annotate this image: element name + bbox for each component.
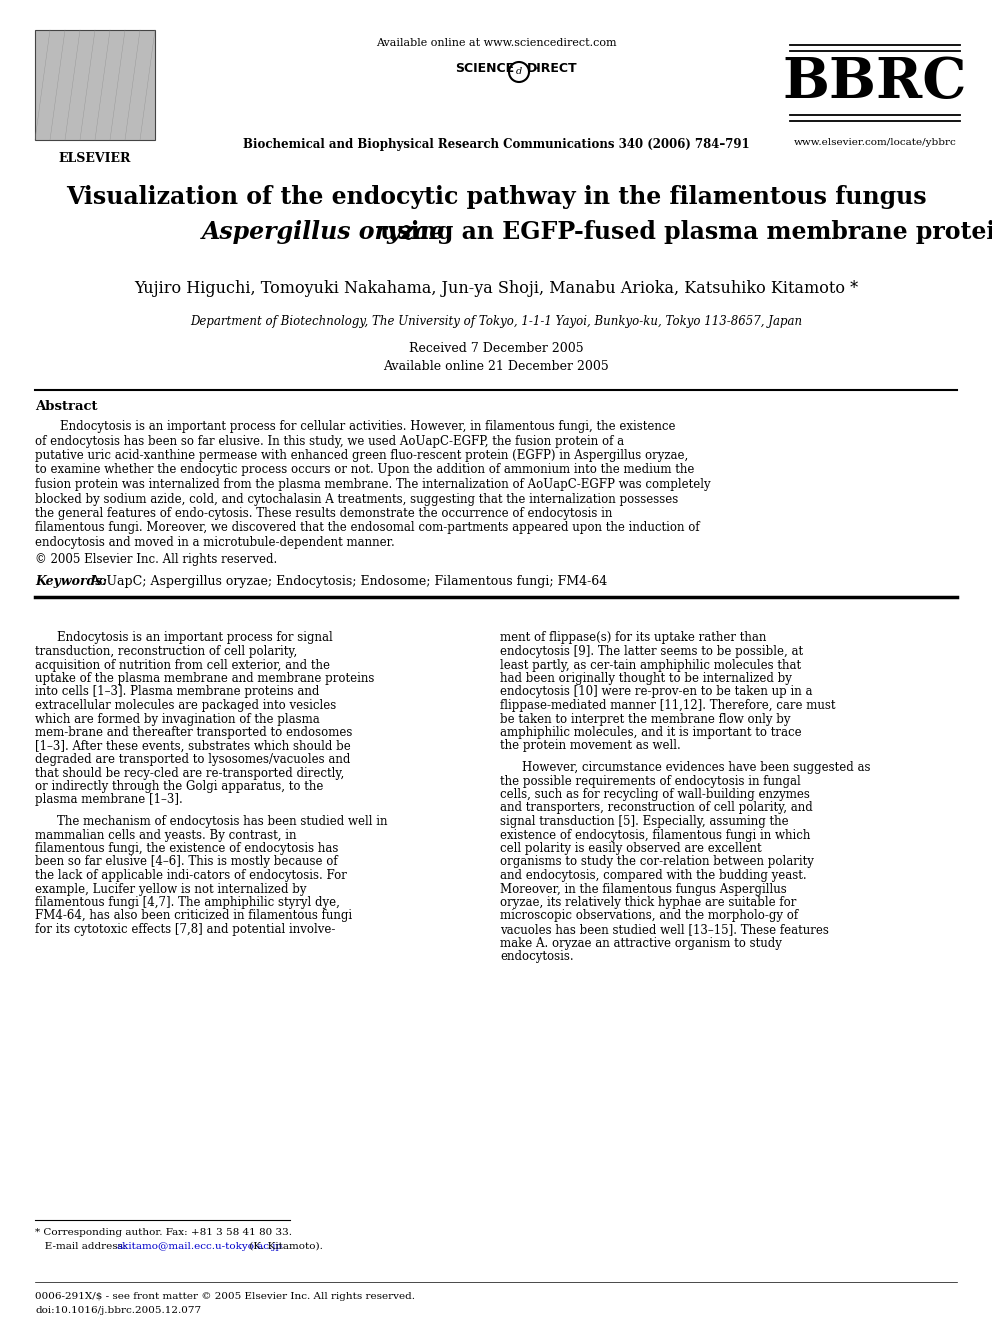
Text: the general features of endo-cytosis. These results demonstrate the occurrence o: the general features of endo-cytosis. Th… bbox=[35, 507, 612, 520]
Text: Available online 21 December 2005: Available online 21 December 2005 bbox=[383, 360, 609, 373]
Text: acquisition of nutrition from cell exterior, and the: acquisition of nutrition from cell exter… bbox=[35, 659, 330, 672]
Text: Biochemical and Biophysical Research Communications 340 (2006) 784–791: Biochemical and Biophysical Research Com… bbox=[243, 138, 749, 151]
Text: endocytosis and moved in a microtubule-dependent manner.: endocytosis and moved in a microtubule-d… bbox=[35, 536, 395, 549]
Text: example, Lucifer yellow is not internalized by: example, Lucifer yellow is not internali… bbox=[35, 882, 307, 896]
Text: endocytosis.: endocytosis. bbox=[500, 950, 573, 963]
Text: and endocytosis, compared with the budding yeast.: and endocytosis, compared with the buddi… bbox=[500, 869, 806, 882]
Text: 0006-291X/$ - see front matter © 2005 Elsevier Inc. All rights reserved.: 0006-291X/$ - see front matter © 2005 El… bbox=[35, 1293, 415, 1301]
Text: least partly, as cer-tain amphiphilic molecules that: least partly, as cer-tain amphiphilic mo… bbox=[500, 659, 802, 672]
Text: been so far elusive [4–6]. This is mostly because of: been so far elusive [4–6]. This is mostl… bbox=[35, 856, 337, 868]
Text: that should be recy-cled are re-transported directly,: that should be recy-cled are re-transpor… bbox=[35, 766, 344, 779]
Text: or indirectly through the Golgi apparatus, to the: or indirectly through the Golgi apparatu… bbox=[35, 781, 323, 792]
Text: mammalian cells and yeasts. By contrast, in: mammalian cells and yeasts. By contrast,… bbox=[35, 828, 297, 841]
Text: akitamo@mail.ecc.u-tokyo.ac.jp: akitamo@mail.ecc.u-tokyo.ac.jp bbox=[117, 1242, 283, 1252]
Text: cells, such as for recycling of wall-building enzymes: cells, such as for recycling of wall-bui… bbox=[500, 789, 809, 800]
Text: * Corresponding author. Fax: +81 3 58 41 80 33.: * Corresponding author. Fax: +81 3 58 41… bbox=[35, 1228, 292, 1237]
Text: fusion protein was internalized from the plasma membrane. The internalization of: fusion protein was internalized from the… bbox=[35, 478, 710, 491]
Text: Endocytosis is an important process for signal: Endocytosis is an important process for … bbox=[57, 631, 332, 644]
Text: mem-brane and thereafter transported to endosomes: mem-brane and thereafter transported to … bbox=[35, 726, 352, 740]
Text: SCIENCE: SCIENCE bbox=[455, 62, 514, 75]
Text: ment of flippase(s) for its uptake rather than: ment of flippase(s) for its uptake rathe… bbox=[500, 631, 767, 644]
Text: make A. oryzae an attractive organism to study: make A. oryzae an attractive organism to… bbox=[500, 937, 782, 950]
Text: into cells [1–3]. Plasma membrane proteins and: into cells [1–3]. Plasma membrane protei… bbox=[35, 685, 319, 699]
Text: of endocytosis has been so far elusive. In this study, we used AoUapC-EGFP, the : of endocytosis has been so far elusive. … bbox=[35, 434, 624, 447]
Text: for its cytotoxic effects [7,8] and potential involve-: for its cytotoxic effects [7,8] and pote… bbox=[35, 923, 335, 935]
Text: E-mail address:: E-mail address: bbox=[35, 1242, 130, 1252]
Text: Received 7 December 2005: Received 7 December 2005 bbox=[409, 343, 583, 355]
Text: flippase-mediated manner [11,12]. Therefore, care must: flippase-mediated manner [11,12]. Theref… bbox=[500, 699, 835, 712]
Text: Yujiro Higuchi, Tomoyuki Nakahama, Jun-ya Shoji, Manabu Arioka, Katsuhiko Kitamo: Yujiro Higuchi, Tomoyuki Nakahama, Jun-y… bbox=[134, 280, 858, 296]
Text: existence of endocytosis, filamentous fungi in which: existence of endocytosis, filamentous fu… bbox=[500, 828, 810, 841]
Text: the possible requirements of endocytosis in fungal: the possible requirements of endocytosis… bbox=[500, 774, 801, 787]
Text: Aspergillus oryzae: Aspergillus oryzae bbox=[201, 220, 444, 243]
Text: BBRC: BBRC bbox=[783, 56, 967, 110]
Text: Abstract: Abstract bbox=[35, 400, 97, 413]
Text: www.elsevier.com/locate/ybbrc: www.elsevier.com/locate/ybbrc bbox=[794, 138, 956, 147]
Text: filamentous fungi [4,7]. The amphiphilic styryl dye,: filamentous fungi [4,7]. The amphiphilic… bbox=[35, 896, 340, 909]
Text: [1–3]. After these events, substrates which should be: [1–3]. After these events, substrates wh… bbox=[35, 740, 351, 753]
Text: filamentous fungi, the existence of endocytosis has: filamentous fungi, the existence of endo… bbox=[35, 841, 338, 855]
Text: plasma membrane [1–3].: plasma membrane [1–3]. bbox=[35, 794, 183, 807]
Text: Department of Biotechnology, The University of Tokyo, 1-1-1 Yayoi, Bunkyo-ku, To: Department of Biotechnology, The Univers… bbox=[189, 315, 803, 328]
Text: cell polarity is easily observed are excellent: cell polarity is easily observed are exc… bbox=[500, 841, 762, 855]
Text: extracellular molecules are packaged into vesicles: extracellular molecules are packaged int… bbox=[35, 699, 336, 712]
Text: uptake of the plasma membrane and membrane proteins: uptake of the plasma membrane and membra… bbox=[35, 672, 374, 685]
Text: (K. Kitamoto).: (K. Kitamoto). bbox=[246, 1242, 322, 1252]
Text: the protein movement as well.: the protein movement as well. bbox=[500, 740, 681, 753]
Text: vacuoles has been studied well [13–15]. These features: vacuoles has been studied well [13–15]. … bbox=[500, 923, 829, 935]
Text: organisms to study the cor-relation between polarity: organisms to study the cor-relation betw… bbox=[500, 856, 813, 868]
Text: which are formed by invagination of the plasma: which are formed by invagination of the … bbox=[35, 713, 319, 725]
Text: be taken to interpret the membrane flow only by: be taken to interpret the membrane flow … bbox=[500, 713, 791, 725]
Text: Endocytosis is an important process for cellular activities. However, in filamen: Endocytosis is an important process for … bbox=[60, 419, 676, 433]
Text: had been originally thought to be internalized by: had been originally thought to be intern… bbox=[500, 672, 792, 685]
Text: using an EGFP-fused plasma membrane protein: using an EGFP-fused plasma membrane prot… bbox=[373, 220, 992, 243]
Text: Keywords:: Keywords: bbox=[35, 574, 111, 587]
Text: microscopic observations, and the morpholo-gy of: microscopic observations, and the morpho… bbox=[500, 909, 799, 922]
Text: d: d bbox=[516, 67, 522, 77]
Text: oryzae, its relatively thick hyphae are suitable for: oryzae, its relatively thick hyphae are … bbox=[500, 896, 797, 909]
Text: doi:10.1016/j.bbrc.2005.12.077: doi:10.1016/j.bbrc.2005.12.077 bbox=[35, 1306, 201, 1315]
Text: AoUapC; Aspergillus oryzae; Endocytosis; Endosome; Filamentous fungi; FM4-64: AoUapC; Aspergillus oryzae; Endocytosis;… bbox=[90, 574, 607, 587]
Text: degraded are transported to lysosomes/vacuoles and: degraded are transported to lysosomes/va… bbox=[35, 753, 350, 766]
Text: © 2005 Elsevier Inc. All rights reserved.: © 2005 Elsevier Inc. All rights reserved… bbox=[35, 553, 277, 565]
Text: endocytosis [10] were re-prov-en to be taken up in a: endocytosis [10] were re-prov-en to be t… bbox=[500, 685, 812, 699]
Text: endocytosis [9]. The latter seems to be possible, at: endocytosis [9]. The latter seems to be … bbox=[500, 646, 804, 658]
Text: Moreover, in the filamentous fungus Aspergillus: Moreover, in the filamentous fungus Aspe… bbox=[500, 882, 787, 896]
Text: and transporters, reconstruction of cell polarity, and: and transporters, reconstruction of cell… bbox=[500, 802, 812, 815]
Text: ·: · bbox=[534, 62, 539, 75]
Text: the lack of applicable indi-cators of endocytosis. For: the lack of applicable indi-cators of en… bbox=[35, 869, 347, 882]
Text: filamentous fungi. Moreover, we discovered that the endosomal com-partments appe: filamentous fungi. Moreover, we discover… bbox=[35, 521, 699, 534]
Text: ELSEVIER: ELSEVIER bbox=[59, 152, 131, 164]
Text: amphiphilic molecules, and it is important to trace: amphiphilic molecules, and it is importa… bbox=[500, 726, 802, 740]
Text: However, circumstance evidences have been suggested as: However, circumstance evidences have bee… bbox=[522, 761, 871, 774]
Text: signal transduction [5]. Especially, assuming the: signal transduction [5]. Especially, ass… bbox=[500, 815, 789, 828]
Text: Available online at www.sciencedirect.com: Available online at www.sciencedirect.co… bbox=[376, 38, 616, 48]
Text: FM4-64, has also been criticized in filamentous fungi: FM4-64, has also been criticized in fila… bbox=[35, 909, 352, 922]
Text: DIRECT: DIRECT bbox=[527, 62, 577, 75]
Text: blocked by sodium azide, cold, and cytochalasin A treatments, suggesting that th: blocked by sodium azide, cold, and cytoc… bbox=[35, 492, 679, 505]
Text: transduction, reconstruction of cell polarity,: transduction, reconstruction of cell pol… bbox=[35, 646, 298, 658]
Text: Visualization of the endocytic pathway in the filamentous fungus: Visualization of the endocytic pathway i… bbox=[65, 185, 927, 209]
Bar bbox=[35, 30, 155, 140]
Text: to examine whether the endocytic process occurs or not. Upon the addition of amm: to examine whether the endocytic process… bbox=[35, 463, 694, 476]
Text: The mechanism of endocytosis has been studied well in: The mechanism of endocytosis has been st… bbox=[57, 815, 388, 828]
Text: putative uric acid-xanthine permease with enhanced green fluo-rescent protein (E: putative uric acid-xanthine permease wit… bbox=[35, 448, 688, 462]
